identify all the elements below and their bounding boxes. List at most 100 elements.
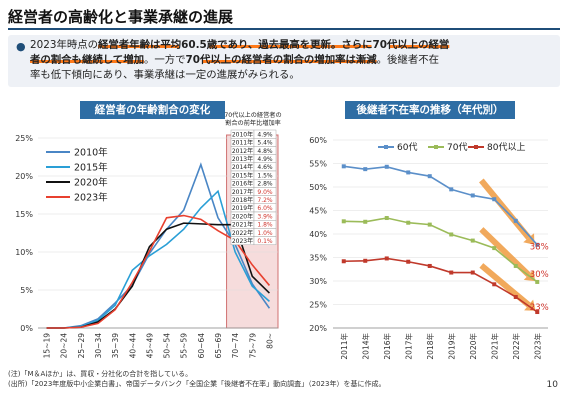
summary-line: 率も低下傾向にあり、事業承継は一定の進展がみられる。 [30, 68, 550, 83]
x-tick-label: 2017年 [403, 333, 413, 360]
trend-arrow-head [523, 233, 535, 245]
x-tick-label: 2021年 [489, 333, 499, 360]
y-tick-label: 60% [309, 136, 327, 145]
summary-fragment: 率も低下傾向にあり、事業承継は一定の進展がみられる。 [30, 69, 300, 81]
inset-year: 2023年 [232, 237, 253, 245]
series-point [363, 167, 368, 172]
series-point [513, 218, 518, 223]
legend-marker [384, 145, 388, 149]
end-label: 38% [530, 242, 549, 252]
summary-emphasis: 70代以上の経営者の割合の増加率は漸減 [185, 54, 377, 66]
series-point [492, 246, 497, 251]
series-point [492, 282, 497, 287]
legend-marker [434, 145, 438, 149]
y-tick-label: 5% [20, 286, 33, 295]
summary-fragment: 。一方で [143, 54, 186, 66]
series-point [341, 164, 346, 169]
x-tick-label: 2019年 [446, 333, 456, 360]
series-line-80代以上 [343, 257, 538, 313]
inset-value: 7.2% [257, 197, 273, 204]
x-tick-label: 55~59 [180, 333, 189, 359]
y-tick-label: 15% [15, 210, 33, 219]
inset-value: 1.0% [257, 230, 273, 237]
x-tick-label: 30~34 [94, 333, 103, 359]
x-tick-label: 25~29 [77, 333, 86, 359]
y-tick-label: 20% [15, 172, 33, 181]
series-line-70代 [343, 217, 538, 283]
inset-value: 4.6% [257, 164, 273, 171]
right-chart-banner: 後継者不在率の推移（年代別） [345, 101, 515, 119]
series-point [341, 259, 346, 264]
inset-year: 2013年 [232, 155, 253, 163]
inset-value: 2.8% [257, 181, 273, 188]
summary-line: 2023年時点の経営者年齢は平均60.5歳であり、過去最高を更新。さらに70代以… [30, 38, 550, 53]
series-point [513, 263, 518, 268]
x-tick-label: 60~64 [197, 333, 206, 359]
series-point [427, 222, 432, 227]
series-point [470, 238, 475, 243]
y-tick-label: 10% [15, 248, 33, 257]
y-tick-label: 20% [309, 324, 327, 333]
legend-label: 70代 [447, 142, 467, 153]
legend-marker [474, 145, 478, 149]
x-tick-label: 20~24 [60, 333, 69, 359]
inset-year: 2014年 [232, 163, 253, 171]
trend-arrow-shaft [479, 227, 531, 278]
series-point [449, 270, 454, 275]
inset-title-1: 70代以上の経営者の [224, 111, 281, 119]
y-tick-label: 30% [309, 277, 327, 286]
inset-value: 4.8% [257, 148, 273, 155]
x-tick-label: 2020年 [468, 333, 478, 360]
inset-value: 1.8% [257, 222, 273, 229]
inset-year: 2010年 [232, 130, 253, 138]
legend-label: 2015年 [74, 162, 108, 174]
series-line-60代 [343, 165, 538, 246]
series-point [449, 232, 454, 237]
series-point [535, 310, 540, 315]
series-point [341, 219, 346, 224]
legend-label: 60代 [397, 142, 417, 153]
series-point [384, 216, 389, 221]
series-point [384, 164, 389, 169]
summary-line: 者の割合も継続して増加。一方で70代以上の経営者の割合の増加率は漸減。後継者不在 [30, 53, 550, 68]
inset-value: 5.4% [257, 140, 273, 147]
bullet-icon: ● [16, 40, 26, 53]
x-tick-label: 75~79 [248, 333, 257, 359]
series-point [470, 270, 475, 275]
inset-year: 2020年 [232, 212, 253, 220]
footnote-source: (出所)「2023年度版中小企業白書」、帝国データバンク「全国企業「後継者不在率… [8, 380, 386, 388]
y-tick-label: 55% [309, 160, 327, 169]
inset-cell-value [253, 236, 277, 246]
trend-arrow-shaft [479, 263, 531, 308]
series-point [384, 256, 389, 261]
legend-label: 2023年 [74, 192, 108, 204]
inset-year: 2017年 [232, 188, 253, 196]
x-tick-label: 50~54 [163, 333, 172, 359]
x-tick-label: 45~49 [145, 333, 154, 359]
inset-year: 2022年 [232, 229, 253, 237]
y-tick-label: 25% [15, 134, 33, 143]
x-tick-label: 80~ [265, 333, 274, 349]
inset-value: 0.1% [257, 238, 273, 245]
series-point [363, 258, 368, 263]
series-point [513, 294, 518, 299]
end-label: 23% [530, 303, 549, 313]
end-label: 30% [530, 270, 549, 280]
page-title: 経営者の高齢化と事業承継の進展 [8, 8, 234, 26]
series-point [535, 242, 540, 247]
inset-value: 3.9% [257, 213, 273, 220]
y-tick-label: 50% [309, 183, 327, 192]
x-tick-label: 2022年 [511, 333, 521, 360]
series-point [470, 193, 475, 198]
inset-year: 2021年 [232, 221, 253, 229]
inset-value: 4.9% [257, 131, 273, 138]
page-number: 10 [546, 380, 558, 390]
x-tick-label: 2023年 [532, 333, 542, 360]
x-tick-label: 2018年 [425, 333, 435, 360]
left-chart-banner: 経営者の年齢割合の変化 [80, 101, 225, 119]
series-point [406, 170, 411, 175]
inset-year: 2015年 [232, 171, 253, 179]
inset-year: 2018年 [232, 196, 253, 204]
series-point [406, 220, 411, 225]
x-tick-label: 40~44 [128, 333, 137, 359]
